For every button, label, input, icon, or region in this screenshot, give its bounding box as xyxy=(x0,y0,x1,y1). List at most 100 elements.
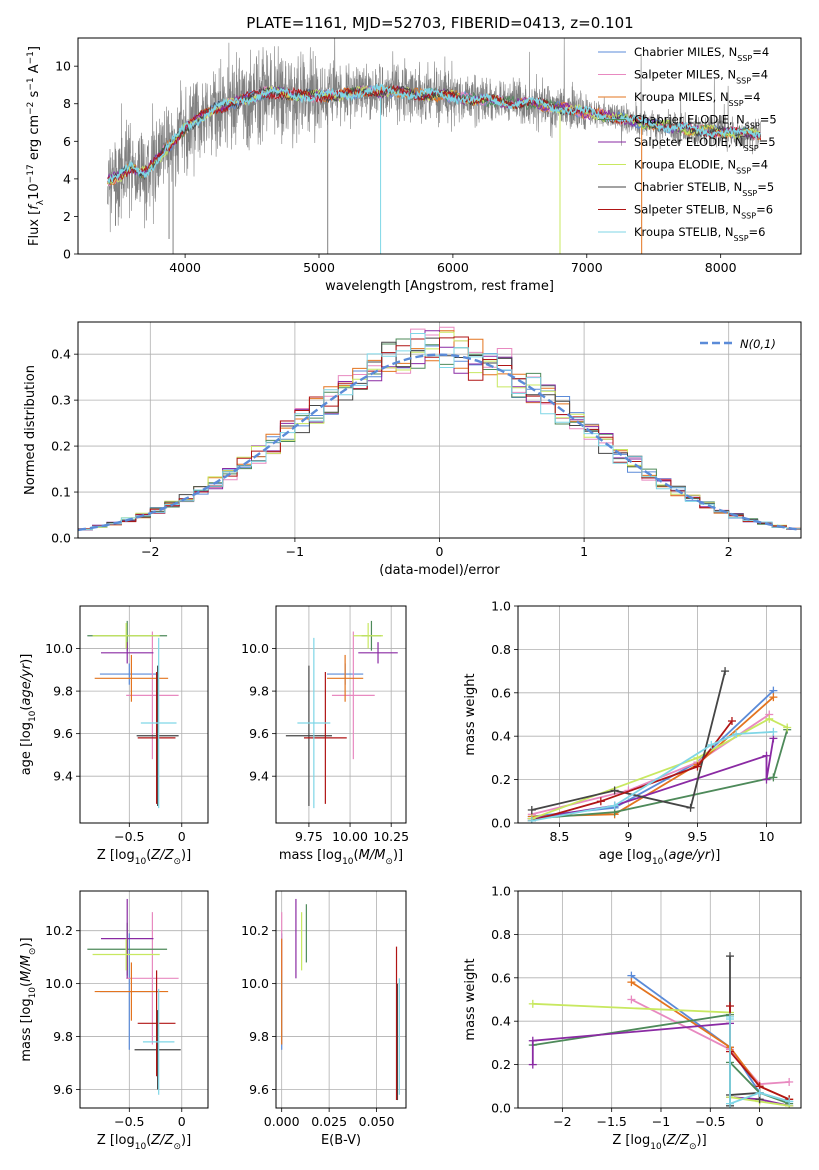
x-tick-label: 0.050 xyxy=(359,1114,395,1129)
x-axis-label: (data-model)/error xyxy=(379,563,500,578)
legend-label: Chabrier MILES, NSSP=4 xyxy=(634,45,769,63)
weight-marker xyxy=(783,723,792,732)
model-curve-kroupa-stelib xyxy=(107,83,761,183)
weight-marker xyxy=(707,740,716,749)
y-tick-label: 10.0 xyxy=(241,976,269,991)
errorbar-salpeter-stelib xyxy=(137,671,176,804)
x-tick-label: 9 xyxy=(624,829,632,844)
y-tick-label: 9.4 xyxy=(249,769,269,784)
figure-title: PLATE=1161, MJD=52703, FIBERID=0413, z=0… xyxy=(246,14,633,32)
y-tick-label: 0.2 xyxy=(491,772,511,787)
weight-marker xyxy=(686,803,695,812)
x-tick-label: 4000 xyxy=(169,260,201,275)
y-axis-label: Normed distribution xyxy=(23,365,38,495)
legend-label: Chabrier ELODIE, NSSP=5 xyxy=(634,113,777,131)
weight-marker xyxy=(721,667,730,676)
panel-age-vs-Z: −0.5 0 9.4 9.6 9.8 10.0 Z [log10(Z/Z⊙)] age [lo… xyxy=(19,605,209,867)
x-tick-label: 5000 xyxy=(303,260,335,275)
weight-line-kroupa-stelib xyxy=(531,731,774,822)
weight-marker xyxy=(769,693,778,702)
weight-marker xyxy=(726,1099,735,1108)
axes-frame xyxy=(77,321,802,539)
panel-mass-vs-EBV: 0.000 0.025 0.050 9.6 9.8 10.0 10.2 E(B-V) xyxy=(241,890,407,1148)
y-tick-label: 9.6 xyxy=(249,726,269,741)
errorbar-chabrier-stelib xyxy=(285,665,332,806)
y-tick-label: 9.6 xyxy=(53,726,73,741)
panel-residual-histogram: −2 −1 0 1 2 0.0 0.1 0.2 0.3 0.4 (data-model)/error… xyxy=(23,321,802,578)
y-axis-label: mass weight xyxy=(463,958,478,1040)
weight-marker xyxy=(762,775,771,784)
y-tick-label: 9.8 xyxy=(53,1029,73,1044)
errorbar-kroupa-miles xyxy=(327,654,364,702)
panel-mass-vs-Z: −0.5 0 9.6 9.8 10.0 10.2 Z [log10(Z/Z⊙)] mass [… xyxy=(19,890,209,1152)
weight-marker xyxy=(769,727,778,736)
y-tick-label: 0.3 xyxy=(51,393,71,408)
legend-label: Kroupa STELIB, NSSP=6 xyxy=(634,225,765,243)
weight-marker xyxy=(627,978,636,987)
axes-frame xyxy=(517,890,802,1109)
legend-label: Kroupa ELODIE, NSSP=4 xyxy=(634,158,768,176)
errorbar-salpeter-elodie xyxy=(100,898,154,979)
legend-label: Salpeter ELODIE, NSSP=5 xyxy=(634,135,776,153)
y-tick-label: 10.0 xyxy=(241,641,269,656)
y-axis-label: mass weight xyxy=(463,673,478,755)
weight-marker xyxy=(755,1088,764,1097)
histogram-kroupa-stelib xyxy=(78,333,801,530)
weight-marker xyxy=(785,1077,794,1086)
errorbar-kroupa-miles xyxy=(94,962,169,1021)
y-tick-label: 0.8 xyxy=(491,927,511,942)
y-tick-label: 0.4 xyxy=(51,347,71,362)
legend-label: Salpeter MILES, NSSP=4 xyxy=(634,68,768,86)
plot-area xyxy=(518,891,801,1108)
y-tick-label: 1.0 xyxy=(491,884,511,899)
x-axis-label: wavelength [Angstrom, rest frame] xyxy=(325,279,554,294)
y-tick-label: 9.4 xyxy=(53,769,73,784)
x-tick-label: 0.000 xyxy=(264,1114,300,1129)
errorbar-salpeter-stelib xyxy=(303,671,347,804)
weight-marker xyxy=(528,1036,537,1045)
x-axis-label: E(B-V) xyxy=(321,1133,361,1148)
x-tick-label: −2 xyxy=(553,1114,571,1129)
weight-line-chabrier-miles xyxy=(531,689,775,818)
y-tick-label: 0.0 xyxy=(51,531,71,546)
panel-weight-vs-age: 8.5 9 9.5 10 0.0 0.2 0.4 0.6 0.8 1.0 age [log10(ag… xyxy=(463,599,802,867)
weight-marker xyxy=(762,751,771,760)
x-tick-label: 2 xyxy=(725,544,733,559)
x-tick-label: 0.025 xyxy=(311,1114,347,1129)
x-tick-label: 10 xyxy=(759,829,775,844)
weight-line-salpeter-elodie xyxy=(531,738,775,820)
x-tick-label: 8000 xyxy=(705,260,737,275)
spectrum-legend: Chabrier MILES, NSSP=4 Salpeter MILES, NS… xyxy=(598,45,777,243)
panel-weight-vs-Z: −2 −1.5 −1 −0.5 0 0.0 0.2 0.4 0.6 0.8 1.0 Z [log10(… xyxy=(463,884,802,1152)
weight-marker xyxy=(693,762,702,771)
y-tick-label: 2 xyxy=(63,209,71,224)
y-axis-label: Flux [fλ10−17 erg cm−2 s−1 A−1] xyxy=(26,46,46,246)
errorbar-salpeter-miles xyxy=(126,912,179,1045)
weight-marker xyxy=(726,952,735,961)
weight-marker xyxy=(527,805,536,814)
x-tick-label: 0 xyxy=(178,1114,186,1129)
x-tick-label: 7000 xyxy=(571,260,603,275)
weight-marker xyxy=(527,816,536,823)
y-tick-label: 0.6 xyxy=(491,970,511,985)
weight-marker xyxy=(610,801,619,810)
weight-marker xyxy=(727,717,736,726)
y-tick-label: 10.2 xyxy=(241,923,269,938)
x-tick-label: 10.00 xyxy=(332,829,368,844)
y-axis-label: mass [log10(M/M⊙)] xyxy=(19,937,38,1061)
x-tick-label: 8.5 xyxy=(549,829,569,844)
x-axis-label: Z [log10(Z/Z⊙)] xyxy=(97,848,191,867)
weight-marker xyxy=(528,999,537,1008)
x-tick-label: 10.25 xyxy=(373,829,409,844)
errorbar-kroupa-stelib xyxy=(142,988,175,1095)
y-tick-label: 9.8 xyxy=(53,684,73,699)
y-tick-label: 9.6 xyxy=(53,1082,73,1097)
errorbar-chabrier-stelib xyxy=(134,1010,181,1090)
axes-frame xyxy=(275,605,407,824)
plot-area xyxy=(80,891,208,1108)
weight-line-chabrier-stelib xyxy=(531,670,726,811)
y-tick-label: 0.1 xyxy=(51,485,71,500)
y-tick-label: 10.0 xyxy=(45,641,73,656)
y-tick-label: 0.2 xyxy=(491,1057,511,1072)
